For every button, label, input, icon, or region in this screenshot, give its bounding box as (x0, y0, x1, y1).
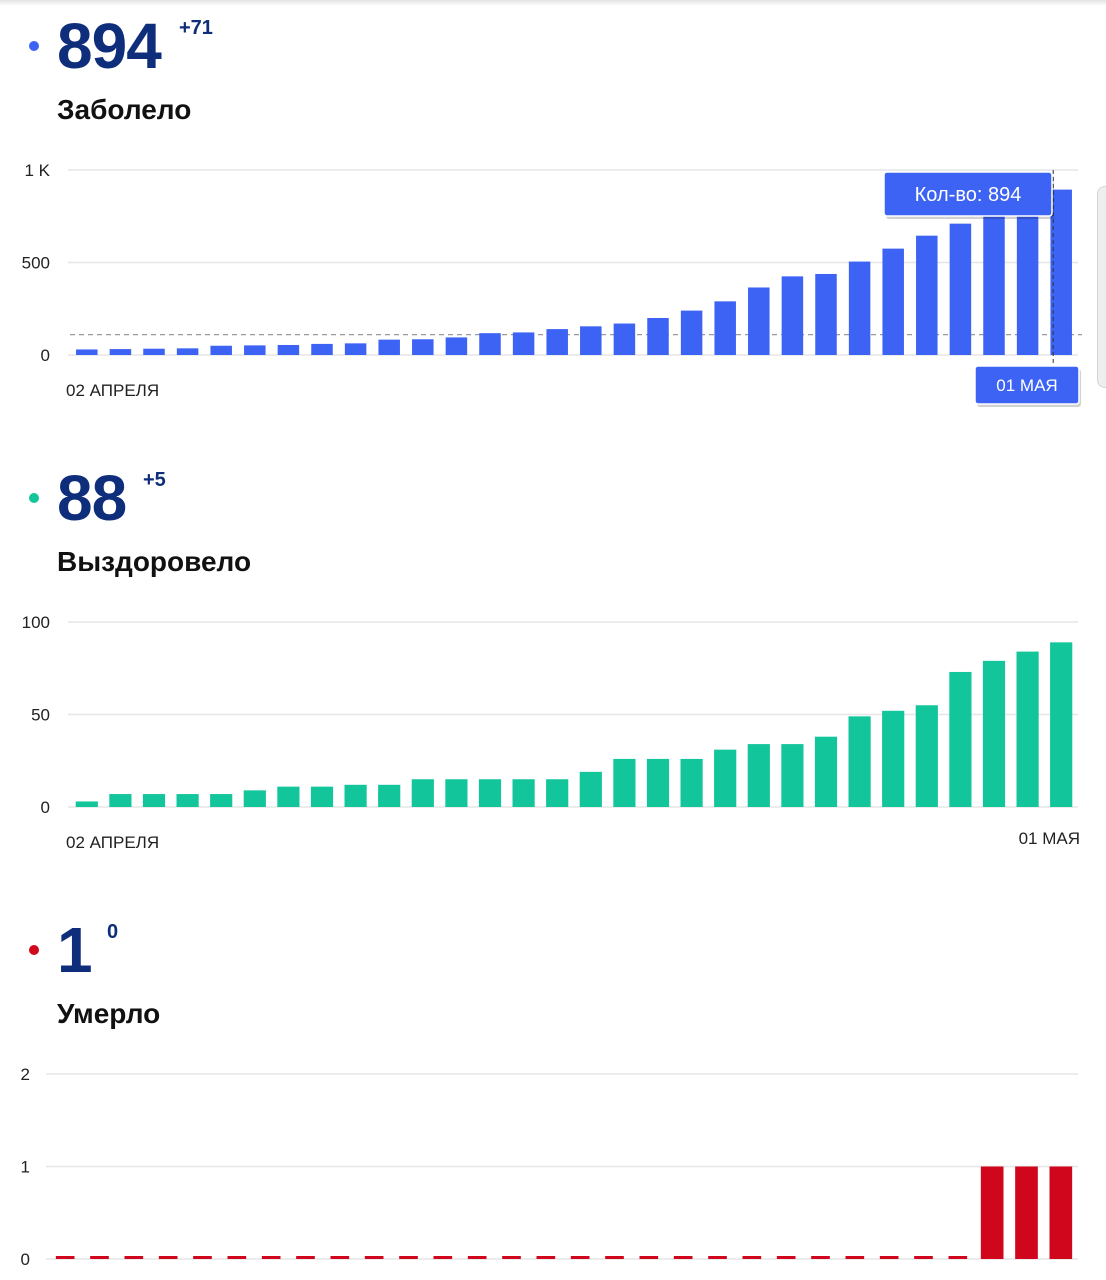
recovered-delta: +5 (143, 469, 166, 491)
recovered-bar (142, 794, 166, 807)
cases-bar (76, 349, 98, 355)
recovered-bar (277, 786, 300, 807)
recovered-bar (814, 736, 838, 807)
cases-bar (1016, 202, 1039, 355)
cases-bar (412, 339, 434, 355)
cases-bar (479, 333, 501, 355)
recovered-bar (344, 784, 367, 807)
cases-bar (176, 348, 199, 355)
cases-bar (647, 318, 669, 355)
cases-bar (311, 343, 333, 355)
recovered-bar (1016, 651, 1039, 807)
recovered-bar (478, 779, 502, 807)
recovered-bar (714, 749, 737, 807)
cases-bar (781, 276, 804, 355)
top-edge-shadow (0, 0, 1106, 6)
recovered-bar (982, 660, 1006, 807)
recovered-bar (75, 801, 98, 807)
cases-bar (445, 337, 468, 355)
deaths-count: 1 (57, 914, 93, 986)
recovered-bar (915, 705, 938, 807)
recovered-bar (411, 779, 434, 807)
cases-chart[interactable]: 0 500 1 K 02 АПРЕЛЯ Кол-во: 894 01 МАЯ (0, 0, 1106, 420)
recovered-bar (882, 710, 905, 807)
deaths-bar (1015, 1166, 1038, 1259)
cases-bar (109, 349, 132, 355)
recovered-bar (210, 794, 233, 807)
recovered-y-tick-label: 100 (22, 613, 50, 632)
cases-bar (580, 326, 602, 355)
cases-bar (949, 223, 972, 355)
deaths-y-tick-label: 0 (21, 1250, 30, 1269)
recovered-bar (848, 716, 871, 807)
cases-label: Заболело (57, 94, 192, 125)
deaths-y-tick-label: 1 (21, 1158, 30, 1177)
cases-tooltip-text: Кол-во: 894 (915, 184, 1022, 206)
recovered-bar (109, 794, 132, 807)
recovered-section: 88 +5 Выздоровело 0 50 100 02 АПРЕЛЯ 01 МАЯ (0, 452, 1106, 872)
cases-count: 894 (57, 10, 162, 82)
cases-dot-icon (29, 41, 39, 51)
cases-bar (512, 332, 535, 355)
recovered-bar (949, 671, 972, 807)
recovered-bar (243, 790, 266, 807)
cases-y-tick-label: 1 K (24, 161, 50, 180)
deaths-bar (980, 1166, 1004, 1259)
deaths-label: Умерло (57, 998, 161, 1029)
cases-section: 894 +71 Заболело 0 500 1 K 02 АПРЕЛЯ Кол-во:… (0, 0, 1106, 420)
cases-tooltip (883, 171, 1053, 217)
recovered-bar (680, 758, 703, 807)
cases-x-start-label: 02 АПРЕЛЯ (66, 381, 159, 400)
cases-bar (848, 261, 871, 355)
deaths-y-tick-label: 2 (21, 1065, 30, 1084)
cases-bar (143, 348, 165, 355)
recovered-x-start-label: 02 АПРЕЛЯ (66, 833, 159, 852)
recovered-bar (579, 771, 602, 807)
scrollbar-thumb[interactable] (1097, 186, 1106, 388)
recovered-bar (310, 786, 334, 807)
cases-bar (916, 235, 938, 355)
cases-bar (210, 345, 232, 355)
cases-bar (546, 329, 568, 355)
recovered-bar (781, 744, 804, 807)
recovered-bar (176, 794, 199, 807)
recovered-bar (512, 779, 535, 807)
recovered-bar (546, 779, 569, 807)
cases-bar (613, 323, 636, 355)
cases-bar (344, 343, 367, 355)
recovered-bar (613, 758, 636, 807)
recovered-count: 88 (57, 462, 127, 534)
cases-y-tick-label: 500 (22, 254, 50, 273)
recovered-bar (378, 784, 401, 807)
cases-date-badge (974, 365, 1080, 405)
cases-bar (244, 345, 266, 355)
deaths-dot-icon (29, 945, 39, 955)
deaths-chart[interactable]: 012 (0, 904, 1106, 1280)
cases-bar (983, 209, 1005, 355)
cases-bar (277, 345, 300, 355)
recovered-y-tick-label: 0 (41, 798, 50, 817)
cases-bar (815, 273, 837, 355)
deaths-bar (1049, 1166, 1073, 1259)
recovered-dot-icon (29, 493, 39, 503)
recovered-label: Выздоровело (57, 546, 252, 577)
recovered-bar (646, 758, 670, 807)
recovered-bar (747, 744, 770, 807)
cases-bar (1050, 189, 1072, 355)
deaths-delta: 0 (107, 921, 119, 943)
recovered-chart[interactable]: 0 50 100 02 АПРЕЛЯ 01 МАЯ (0, 452, 1106, 872)
cases-bar (748, 287, 770, 355)
cases-bar (680, 310, 703, 355)
cases-delta: +71 (179, 17, 213, 39)
cases-date-badge-text: 01 МАЯ (996, 376, 1057, 395)
cases-bar (378, 339, 400, 355)
cases-y-tick-label: 0 (41, 346, 50, 365)
recovered-bar (445, 779, 468, 807)
recovered-bar (1050, 642, 1073, 807)
recovered-x-end-label: 01 МАЯ (1019, 829, 1080, 848)
cases-bar (882, 248, 904, 355)
cases-bar (714, 301, 736, 355)
recovered-y-tick-label: 50 (31, 706, 50, 725)
